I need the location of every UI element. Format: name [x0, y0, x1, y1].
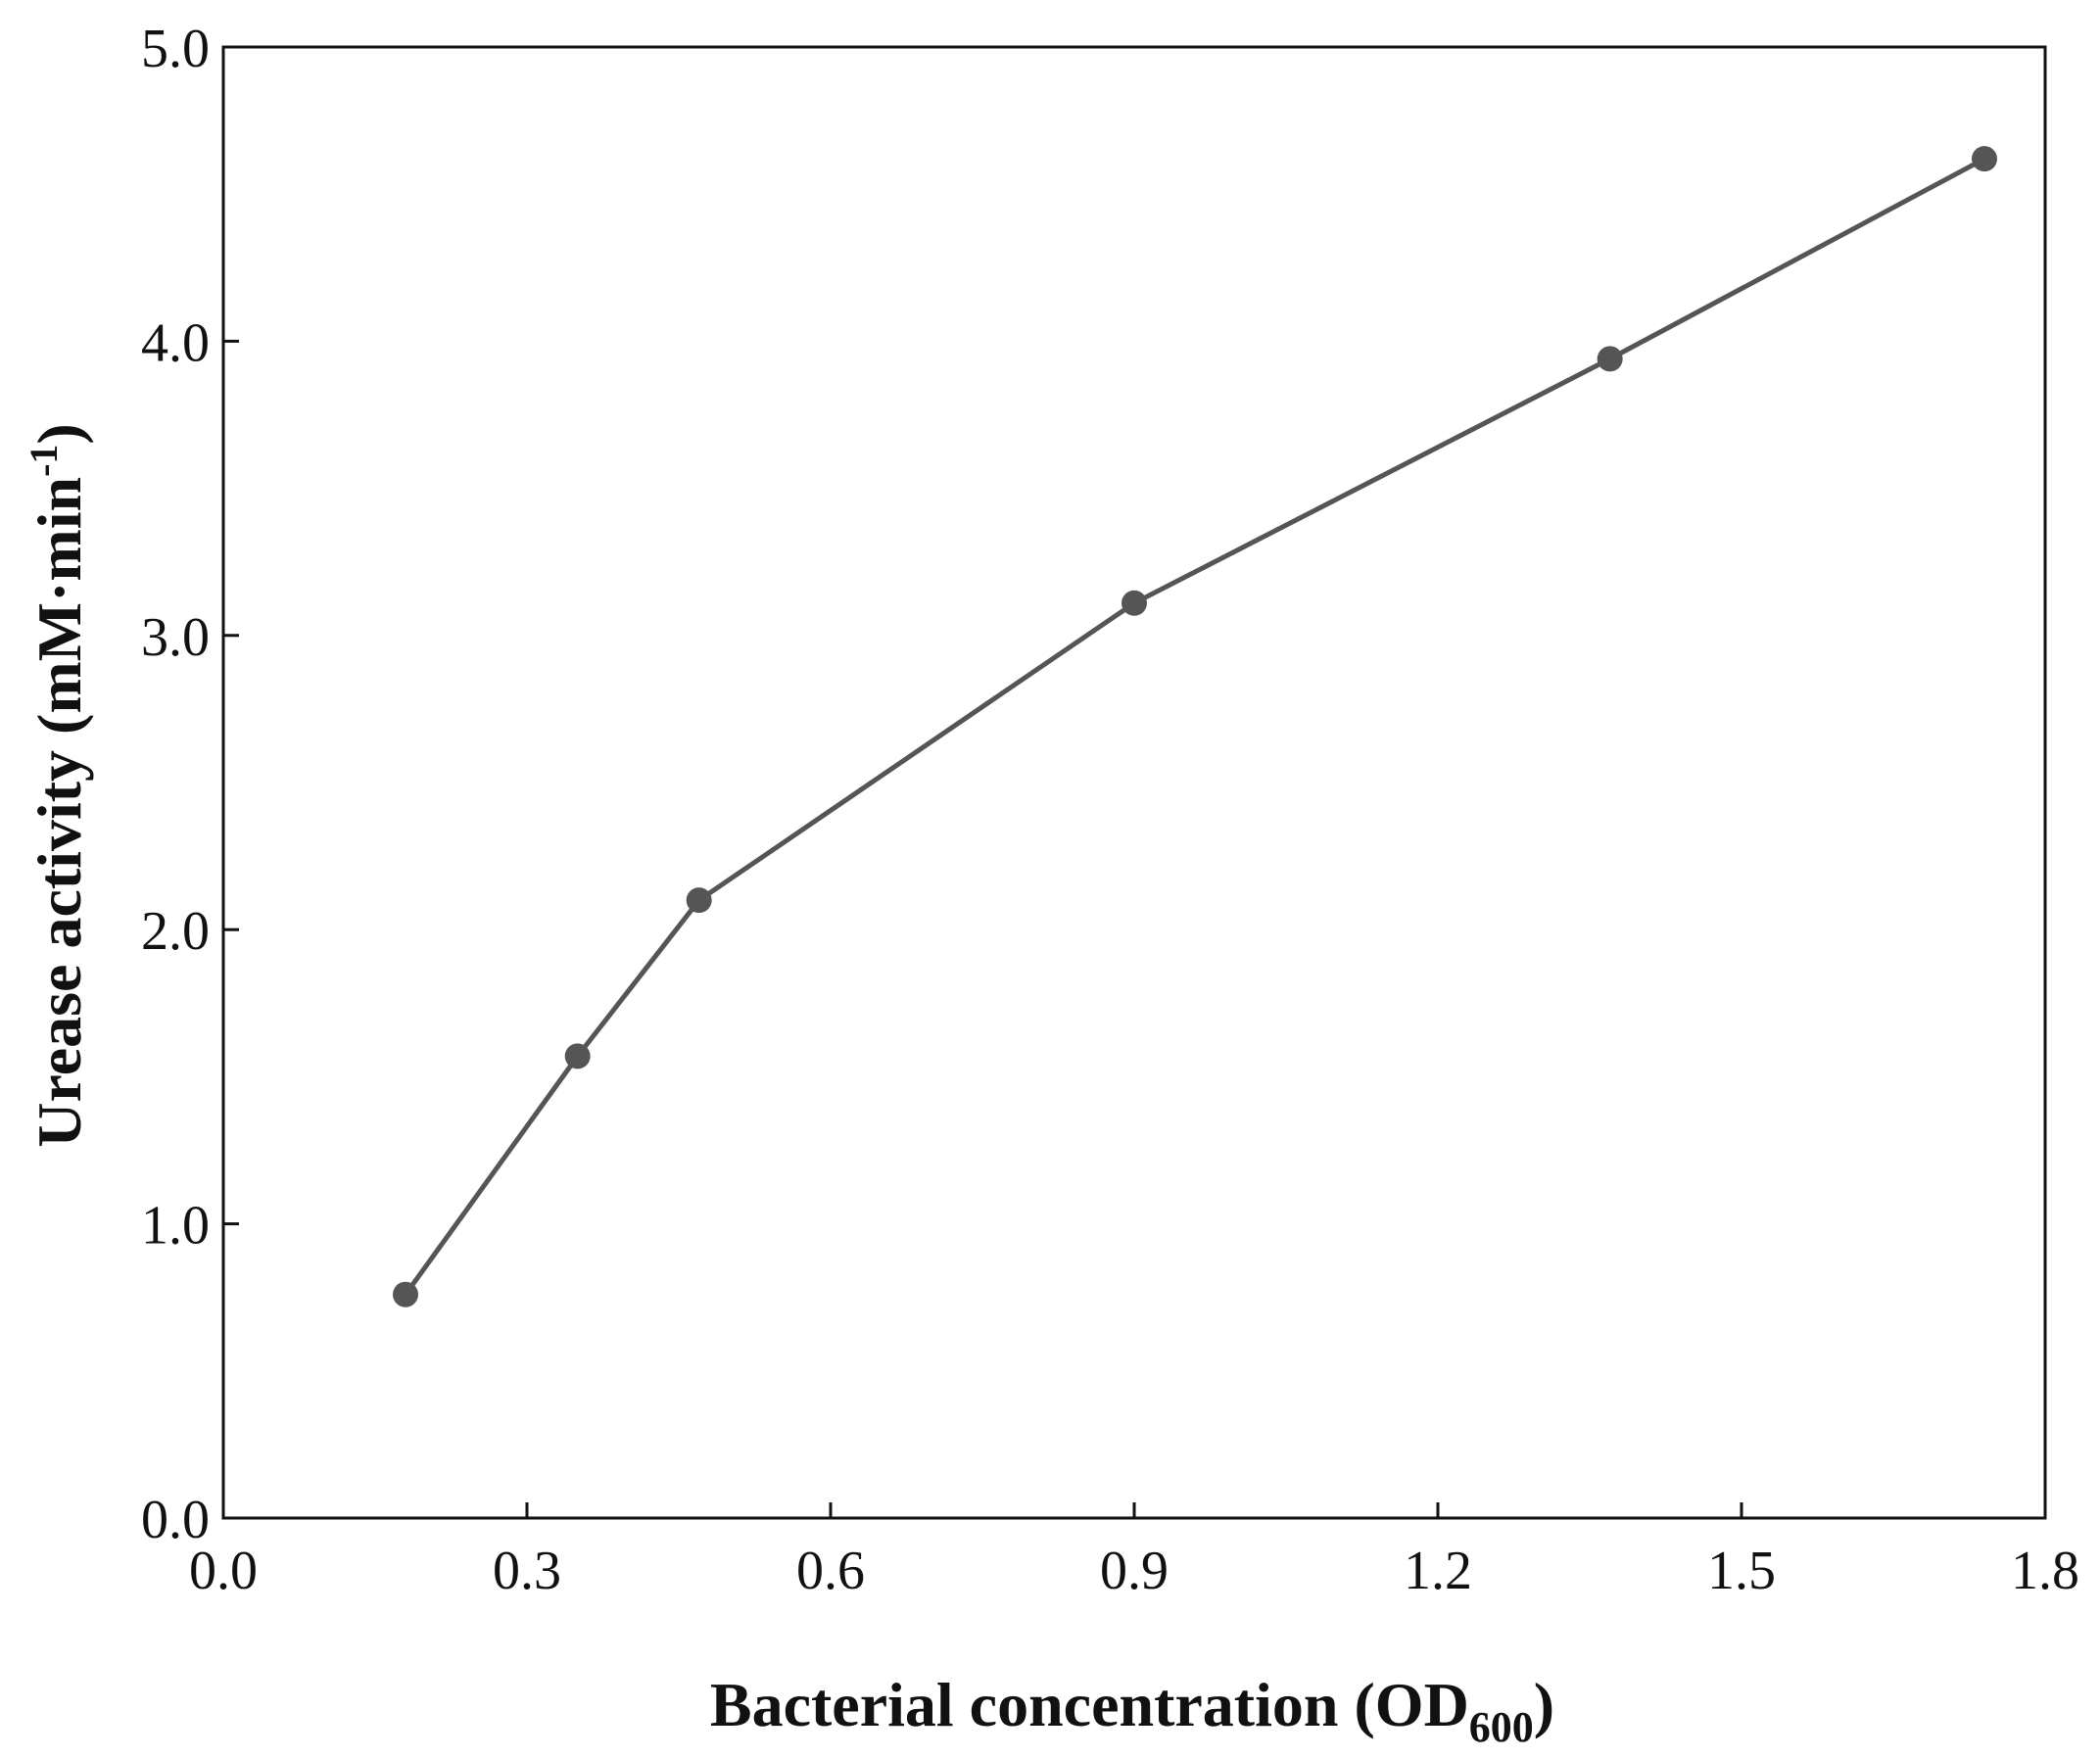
series-line	[403, 156, 1986, 1297]
x-tick-label: 0.0	[189, 1541, 258, 1601]
data-point	[1597, 346, 1623, 372]
y-tick-label: 0.0	[141, 1490, 210, 1550]
y-tick-label: 4.0	[141, 312, 210, 373]
x-axis-title-suffix: )	[1534, 1670, 1554, 1739]
x-axis-ticks: 0.0 0.3 0.6 0.9 1.2 1.5 1.8	[189, 1502, 2079, 1601]
data-point	[393, 1281, 418, 1307]
y-axis-title-suffix: )	[24, 423, 94, 444]
x-tick-label: 0.3	[493, 1541, 561, 1601]
x-tick-label: 0.6	[796, 1541, 865, 1601]
y-axis-ticks: 0.0 1.0 2.0 3.0 4.0 5.0	[141, 19, 239, 1550]
x-tick-label: 0.9	[1100, 1541, 1169, 1601]
x-tick-label: 1.8	[2011, 1541, 2079, 1601]
x-tick-label: 1.2	[1404, 1541, 1472, 1601]
y-tick-label: 5.0	[141, 19, 210, 79]
y-tick-label: 1.0	[141, 1196, 210, 1257]
x-axis-title-subscript: 600	[1469, 1703, 1534, 1751]
y-axis-title-text: Urease activity (mM·min	[24, 477, 94, 1148]
data-point	[564, 1043, 591, 1069]
y-axis-title-superscript: -1	[22, 445, 66, 477]
y-axis-title: Urease activity (mM·min-1)	[22, 423, 94, 1147]
data-point	[1122, 590, 1147, 616]
data-point	[686, 887, 712, 914]
x-axis-title: Bacterial concentration (OD600)	[710, 1670, 1554, 1751]
data-point	[1972, 146, 1997, 172]
x-axis-title-text: Bacterial concentration (OD	[710, 1670, 1469, 1739]
series-layer	[393, 146, 1997, 1307]
plot-frame	[221, 45, 2047, 1520]
y-tick-label: 3.0	[141, 607, 210, 668]
x-tick-label: 1.5	[1707, 1541, 1776, 1601]
y-tick-label: 2.0	[141, 901, 210, 962]
